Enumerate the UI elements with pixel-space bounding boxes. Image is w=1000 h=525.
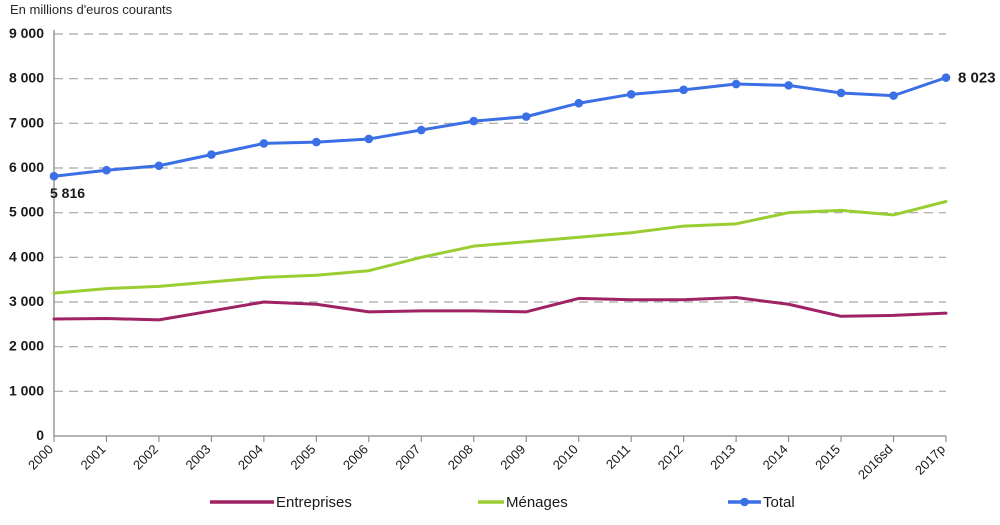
svg-text:2010: 2010 xyxy=(550,442,581,473)
svg-text:9 000: 9 000 xyxy=(9,25,44,41)
svg-text:2004: 2004 xyxy=(235,442,266,473)
svg-text:2007: 2007 xyxy=(392,442,423,473)
svg-text:7 000: 7 000 xyxy=(9,114,44,130)
svg-text:2009: 2009 xyxy=(497,442,528,473)
svg-text:Entreprises: Entreprises xyxy=(276,494,352,511)
svg-text:2001: 2001 xyxy=(78,442,109,473)
svg-text:6 000: 6 000 xyxy=(9,159,44,175)
svg-text:Total: Total xyxy=(763,494,795,511)
svg-text:2015: 2015 xyxy=(812,442,843,473)
svg-text:2017p: 2017p xyxy=(912,442,948,478)
svg-text:2000: 2000 xyxy=(25,442,56,473)
svg-text:2014: 2014 xyxy=(760,442,791,473)
svg-text:2011: 2011 xyxy=(603,442,633,472)
svg-text:2013: 2013 xyxy=(707,442,738,473)
svg-text:5 816: 5 816 xyxy=(50,185,85,201)
svg-text:8 023: 8 023 xyxy=(958,70,996,87)
svg-text:4 000: 4 000 xyxy=(9,248,44,264)
svg-text:2 000: 2 000 xyxy=(9,338,44,354)
svg-text:2005: 2005 xyxy=(287,442,318,473)
svg-text:3 000: 3 000 xyxy=(9,293,44,309)
svg-text:8 000: 8 000 xyxy=(9,70,44,86)
svg-text:En millions d'euros courants: En millions d'euros courants xyxy=(10,2,173,17)
svg-text:2016sd: 2016sd xyxy=(855,442,896,483)
svg-text:Ménages: Ménages xyxy=(506,494,568,511)
svg-text:2003: 2003 xyxy=(182,442,213,473)
svg-text:2006: 2006 xyxy=(340,442,371,473)
svg-text:0: 0 xyxy=(36,427,44,443)
svg-text:1 000: 1 000 xyxy=(9,382,44,398)
svg-text:2012: 2012 xyxy=(655,442,686,473)
svg-text:5 000: 5 000 xyxy=(9,204,44,220)
svg-text:2002: 2002 xyxy=(130,442,161,473)
svg-text:2008: 2008 xyxy=(445,442,476,473)
